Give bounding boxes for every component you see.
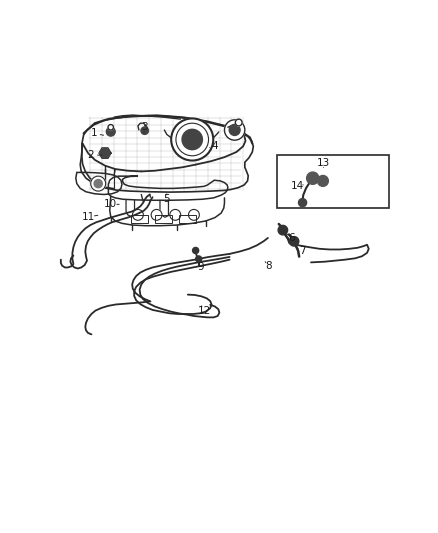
Circle shape [196, 256, 202, 262]
Circle shape [171, 118, 213, 160]
Bar [131, 215, 148, 223]
Bar [155, 215, 172, 223]
Circle shape [307, 172, 319, 184]
Circle shape [170, 209, 181, 220]
Bar [179, 215, 196, 223]
Circle shape [224, 120, 245, 140]
Text: 7: 7 [299, 246, 306, 256]
Text: 14: 14 [291, 181, 304, 191]
Text: 8: 8 [265, 262, 272, 271]
Circle shape [298, 199, 307, 207]
Circle shape [235, 119, 242, 126]
Text: 6: 6 [288, 232, 295, 243]
Bar [277, 156, 389, 208]
Text: 11: 11 [81, 212, 95, 222]
Circle shape [278, 225, 288, 235]
Text: 1: 1 [91, 128, 97, 139]
Circle shape [176, 123, 208, 156]
Text: 9: 9 [198, 262, 204, 272]
Text: 12: 12 [198, 305, 211, 316]
Text: 13: 13 [317, 158, 330, 168]
Circle shape [318, 175, 328, 187]
Text: 2: 2 [87, 150, 94, 160]
Circle shape [182, 130, 202, 150]
Circle shape [132, 209, 143, 220]
Circle shape [141, 127, 148, 134]
Circle shape [100, 148, 110, 158]
Circle shape [290, 237, 299, 246]
Text: 3: 3 [141, 122, 147, 132]
Circle shape [151, 209, 162, 220]
Text: 4: 4 [211, 141, 218, 151]
Circle shape [193, 247, 199, 254]
Circle shape [108, 125, 113, 130]
Text: 10: 10 [104, 199, 117, 209]
Text: 5: 5 [163, 194, 170, 204]
Circle shape [106, 127, 115, 136]
Circle shape [229, 125, 240, 135]
Circle shape [94, 180, 102, 188]
Circle shape [91, 176, 106, 191]
Circle shape [188, 209, 199, 220]
